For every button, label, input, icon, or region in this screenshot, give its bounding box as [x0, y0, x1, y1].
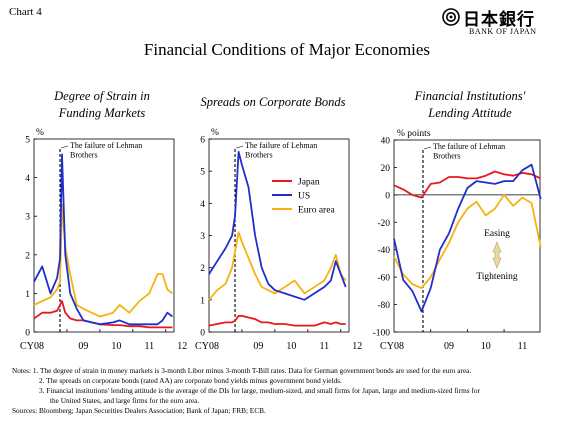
y-tick-label: -40	[377, 246, 390, 256]
y-tick-label: 3	[25, 213, 30, 223]
x-tick-label: 10	[286, 341, 296, 352]
panel-title-lending: Financial Institutions' Lending Attitude	[414, 89, 526, 120]
annotation-pointer	[60, 145, 69, 149]
series-line-us	[393, 163, 542, 313]
x-tick-label: 09	[253, 341, 263, 352]
y-tick-label: 0	[25, 329, 30, 339]
y-tick-label: -100	[373, 329, 391, 339]
y-tick-label: 3	[200, 232, 205, 242]
note-line-3: 3. Financial institutions' lending attit…	[39, 386, 480, 395]
notes-block: Notes: 1. The degree of strain in money …	[12, 366, 480, 416]
x-tick-label: 09	[78, 341, 88, 352]
note-line-2: 2. The spreads on corporate bonds (rated…	[39, 376, 342, 385]
page-title: Financial Conditions of Major Economies	[143, 40, 431, 59]
x-tick-label: 09	[444, 341, 454, 352]
panel-title-spreads: Spreads on Corporate Bonds	[200, 95, 346, 109]
x-tick-label: CY08	[20, 341, 44, 352]
bank-logo: 日本銀行 BANK OF JAPAN	[442, 5, 570, 39]
unit-label: %	[211, 128, 219, 138]
series-line-japan	[393, 170, 542, 199]
easing-label: Easing	[484, 229, 510, 239]
series-line-euro-area	[208, 231, 347, 301]
annotation-pointer	[423, 146, 432, 150]
y-tick-label: 4	[25, 174, 30, 184]
series-line-japan	[208, 314, 346, 327]
unit-label: % points	[397, 129, 431, 139]
logo-japanese-text: 日本銀行	[463, 10, 535, 30]
legend-label: Euro area	[298, 206, 335, 216]
sources-line: Sources: Bloomberg; Japan Securities Dea…	[12, 406, 266, 415]
y-tick-label: 0	[200, 329, 205, 339]
x-tick-label: 11	[319, 341, 329, 352]
lehman-annotation: The failure of Lehman Brothers	[433, 142, 505, 161]
series-line-us	[33, 153, 173, 326]
lehman-annotation: The failure of Lehman Brothers	[70, 141, 142, 160]
y-tick-label: 6	[200, 136, 205, 146]
y-tick-label: 5	[200, 168, 205, 178]
y-tick-label: 0	[385, 191, 390, 201]
x-tick-label: 12	[352, 341, 362, 352]
series-line-us	[208, 150, 347, 301]
unit-label: %	[36, 128, 44, 138]
y-tick-label: -60	[377, 274, 390, 284]
lehman-annotation: The failure of Lehman Brothers	[245, 141, 317, 160]
series-line-euro-area	[393, 193, 542, 290]
y-tick-label: -20	[377, 219, 390, 229]
y-tick-label: 1	[25, 290, 30, 300]
plot-frame	[393, 139, 541, 333]
chart-number: Chart 4	[9, 6, 42, 18]
annotation-pointer	[235, 145, 244, 149]
note-line-1: Notes: 1. The degree of strain in money …	[12, 366, 472, 375]
plot-frame	[33, 138, 175, 333]
x-tick-label: 11	[144, 341, 154, 352]
y-tick-label: 2	[25, 251, 30, 261]
x-tick-label: 10	[481, 341, 491, 352]
x-tick-label: 10	[111, 341, 121, 352]
y-tick-label: 1	[200, 296, 205, 306]
y-tick-label: -80	[377, 301, 390, 311]
easing-tightening-arrow-icon	[492, 241, 502, 269]
panel-title-funding: Degree of Strain in Funding Markets	[54, 89, 150, 120]
y-tick-label: 5	[25, 136, 30, 146]
series-line-euro-area	[33, 203, 173, 318]
logo-english-text: BANK OF JAPAN	[469, 27, 537, 36]
note-line-4: the United States, and large firms for t…	[50, 396, 200, 405]
x-tick-label: CY08	[195, 341, 219, 352]
legend-label: Japan	[298, 178, 320, 188]
x-tick-label: CY08	[380, 341, 404, 352]
x-tick-label: 12	[177, 341, 187, 352]
y-tick-label: 4	[200, 200, 205, 210]
y-tick-label: 40	[381, 137, 391, 147]
legend-label: US	[298, 192, 310, 202]
bank-emblem-icon	[442, 8, 460, 26]
tightening-label: Tightening	[476, 272, 518, 282]
x-tick-label: 11	[518, 341, 528, 352]
y-tick-label: 20	[381, 164, 391, 174]
y-tick-label: 2	[200, 264, 205, 274]
